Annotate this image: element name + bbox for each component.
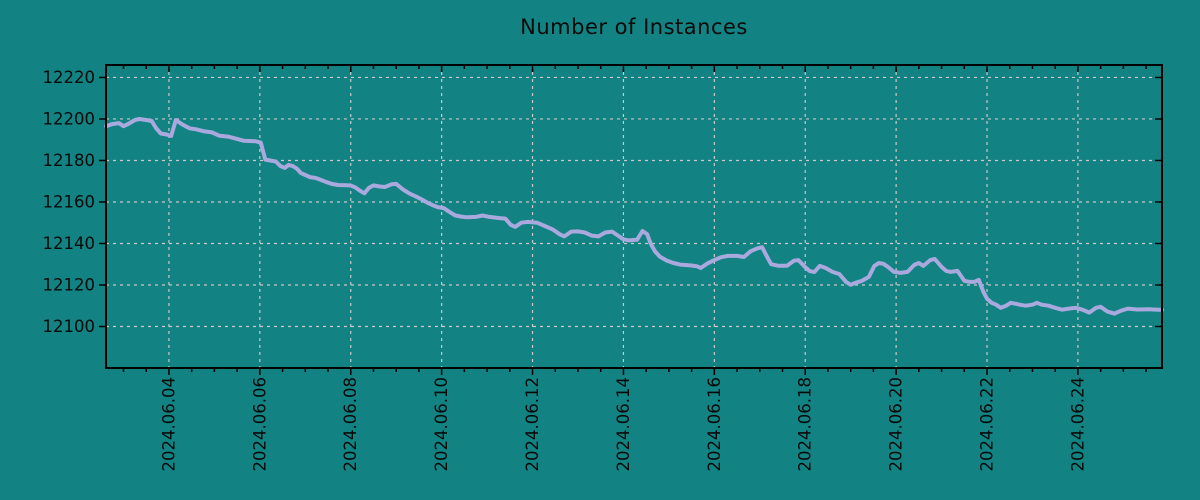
x-tick-label: 2024.06.08 bbox=[341, 377, 360, 471]
plot-background bbox=[106, 65, 1162, 368]
x-tick-label: 2024.06.22 bbox=[978, 377, 997, 471]
x-tick-label: 2024.06.06 bbox=[250, 377, 269, 471]
chart-title: Number of Instances bbox=[520, 15, 748, 39]
x-tick-label: 2024.06.14 bbox=[614, 377, 633, 471]
y-tick-label: 12140 bbox=[43, 234, 96, 253]
x-tick-label: 2024.06.04 bbox=[159, 377, 178, 471]
y-tick-label: 12100 bbox=[43, 317, 96, 336]
y-tick-label: 12160 bbox=[43, 192, 96, 211]
y-tick-label: 12180 bbox=[43, 151, 96, 170]
x-tick-label: 2024.06.10 bbox=[432, 377, 451, 471]
y-tick-label: 12220 bbox=[43, 68, 96, 87]
x-tick-label: 2024.06.18 bbox=[796, 377, 815, 471]
x-tick-label: 2024.06.12 bbox=[523, 377, 542, 471]
y-tick-label: 12120 bbox=[43, 275, 96, 294]
plot-border bbox=[105, 64, 1163, 369]
x-tick-label: 2024.06.24 bbox=[1068, 377, 1087, 471]
y-tick-label: 12200 bbox=[43, 109, 96, 128]
x-tick-label: 2024.06.16 bbox=[705, 377, 724, 471]
series-line bbox=[104, 117, 1164, 316]
x-tick-label: 2024.06.20 bbox=[887, 377, 906, 471]
